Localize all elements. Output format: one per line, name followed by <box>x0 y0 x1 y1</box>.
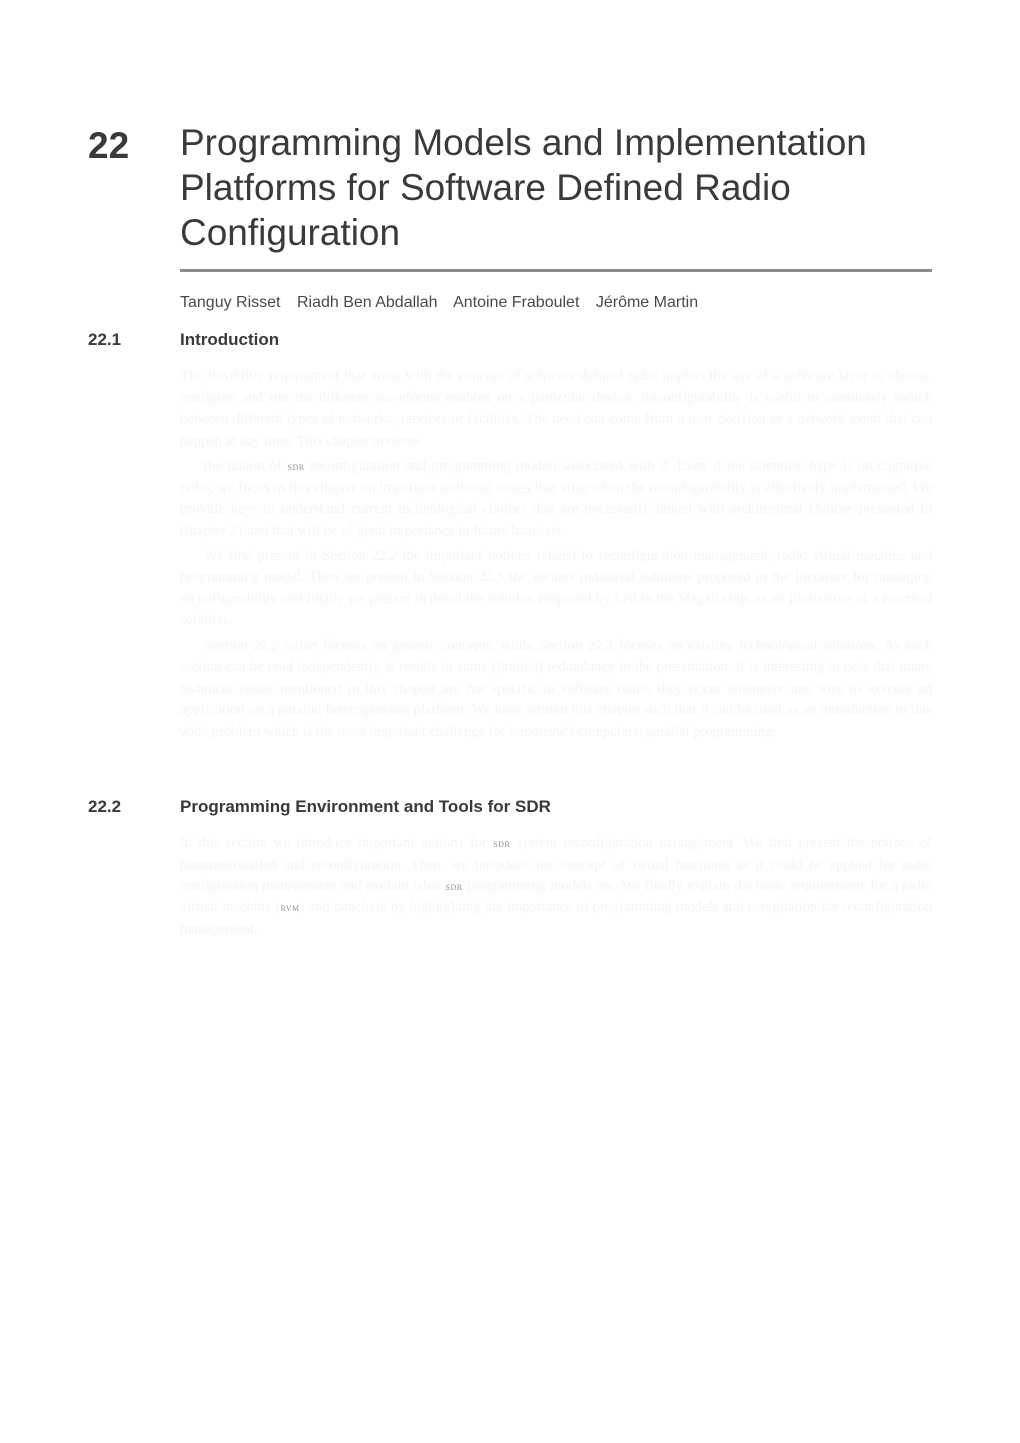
section-title: Programming Environment and Tools for SD… <box>180 797 551 817</box>
section-number: 22.1 <box>88 330 180 350</box>
page: 22 Programming Models and Implementation… <box>0 0 1020 1443</box>
paragraph: We first present in Section 22.2 the imp… <box>180 546 932 632</box>
chapter-header: 22 Programming Models and Implementation… <box>88 120 932 255</box>
chapter-number: 22 <box>88 120 180 168</box>
section-title: Introduction <box>180 330 279 350</box>
paragraph: Section 22.2 rather focuses on generic c… <box>180 636 932 743</box>
author-3: Antoine Fraboulet <box>453 294 579 311</box>
section-number: 22.2 <box>88 797 180 817</box>
section-22-2-header: 22.2 Programming Environment and Tools f… <box>88 797 932 817</box>
author-2: Riadh Ben Abdallah <box>297 294 438 311</box>
section-22-2-body: In this section we introduce important n… <box>180 833 932 940</box>
chapter-title: Programming Models and Implementation Pl… <box>180 120 932 255</box>
smallcaps-sdr: sdr <box>288 459 305 473</box>
section-22-1-body: The flexibility requirement that arose w… <box>180 366 932 743</box>
author-4: Jérôme Martin <box>596 294 698 311</box>
smallcaps-sdr: sdr <box>493 836 510 850</box>
section-22-1-header: 22.1 Introduction <box>88 330 932 350</box>
author-1: Tanguy Risset <box>180 294 281 311</box>
paragraph: The flexibility requirement that arose w… <box>180 366 932 452</box>
text-run: In this section we introduce important n… <box>180 835 493 851</box>
authors-line: Tanguy Risset Riadh Ben Abdallah Antoine… <box>180 294 932 312</box>
text-run: the notion of <box>204 458 288 474</box>
title-rule <box>180 269 932 272</box>
paragraph: In this section we introduce important n… <box>180 833 932 940</box>
smallcaps-sdr: sdr <box>446 879 463 893</box>
smallcaps-rvm: rvm <box>281 900 300 914</box>
paragraph: the notion of sdr reconfiguration and pr… <box>180 456 932 542</box>
